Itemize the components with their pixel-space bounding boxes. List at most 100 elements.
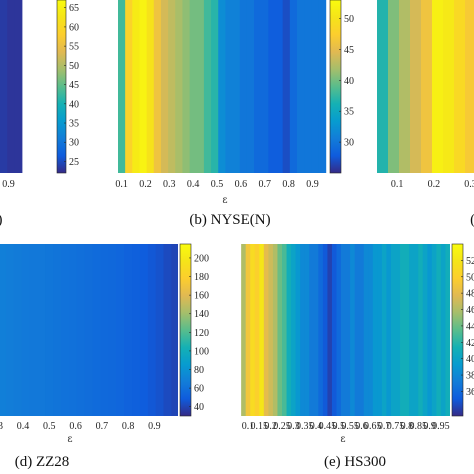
x-axis-label: ε [340, 434, 345, 445]
colorbar-tick-label: 65 [69, 3, 79, 14]
panel-caption: (b) NYSE(N) [189, 212, 270, 228]
panel-caption: (d) ZZ28 [15, 454, 70, 470]
colorbar [329, 0, 342, 174]
heatmap-column [372, 244, 378, 416]
x-tick-label: 0.3 [163, 179, 176, 190]
heatmap-column [182, 0, 191, 173]
heatmap-column [404, 244, 410, 416]
heatmap-column [345, 244, 351, 416]
heatmap-column [116, 244, 125, 416]
colorbar-tick-label: 25 [69, 157, 79, 168]
heatmap-column [300, 244, 306, 416]
colorbar-tick-label: 45 [344, 45, 354, 56]
heatmap-column [277, 244, 283, 416]
heatmap-column [160, 0, 169, 173]
x-tick-label: 0.4 [187, 179, 200, 190]
x-tick-label: 0.85 [409, 421, 427, 432]
heatmap-column [395, 244, 401, 416]
heatmap-column [163, 244, 173, 416]
heatmap-column [413, 244, 419, 416]
heatmap-column [118, 0, 126, 173]
heatmap-column [272, 244, 279, 416]
heatmap-column [354, 244, 360, 416]
heatmap-column [286, 244, 292, 416]
heatmap-column [7, 0, 16, 173]
panel-c: 0.1 0.2 0.3 (c [377, 0, 474, 228]
colorbar-tick-label: 40 [69, 99, 79, 110]
x-tick-label: 0.8 [122, 421, 135, 432]
panel-e: 0.10.150.20.250.30.350.40.450.50.550.60.… [241, 243, 474, 470]
heatmap-column [282, 0, 291, 173]
heatmap-column [432, 0, 444, 173]
heatmap-column [431, 244, 437, 416]
heatmap-column [409, 244, 415, 416]
colorbar-tick-label: 120 [194, 328, 209, 339]
heatmap-column [309, 244, 315, 416]
x-tick-label: 0.6 [235, 179, 248, 190]
heatmap-column [350, 244, 356, 416]
colorbar-tick-label: 46 [466, 305, 474, 316]
heatmap-column [318, 0, 327, 173]
x-tick-label: 0.2 [428, 179, 441, 190]
colorbar-tick-label: 55 [69, 42, 79, 53]
heatmap-column [296, 0, 305, 173]
heatmap-column [311, 0, 320, 173]
heatmap-column [29, 244, 39, 416]
colorbar-tick-label: 180 [194, 272, 209, 283]
heatmap-column [390, 244, 397, 416]
heatmap-column [108, 244, 117, 416]
x-tick-label: 0.3 [0, 421, 3, 432]
x-tick-label: 0.8 [401, 421, 414, 432]
colorbar-tick-label: 44 [466, 321, 474, 332]
x-tick-label: 0.7 [96, 421, 109, 432]
heatmap-column [189, 0, 198, 173]
x-tick-label: 0.25 [273, 421, 291, 432]
heatmap-column [5, 244, 15, 416]
x-tick-label: 0.9 [2, 179, 15, 190]
heatmap-column [327, 244, 333, 416]
colorbar [179, 243, 192, 417]
heatmap-column [445, 244, 450, 416]
heatmap-column [341, 244, 347, 416]
panel-d: 0.3 0.4 0.5 0.6 0.7 0.8 0.9 ε 40 60 80 100 120 140 160… [0, 243, 209, 470]
heatmap-column [45, 244, 54, 416]
heatmap-column [318, 244, 324, 416]
colorbar-tick-label: 52 [466, 256, 474, 267]
heatmap-column [0, 0, 8, 173]
heatmap-column [245, 244, 251, 416]
heatmap-cells [0, 0, 23, 173]
colorbar-tick-label: 40 [466, 354, 474, 365]
x-tick-label: 0.6 [69, 421, 82, 432]
heatmap-column [147, 244, 157, 416]
x-tick-label: 0.1 [115, 179, 128, 190]
colorbar-tick-label: 140 [194, 309, 209, 320]
x-tick-label: 0.2 [264, 421, 277, 432]
heatmap-column [381, 244, 388, 416]
x-tick-label: 0.3 [464, 179, 474, 190]
x-tick-label: 0.65 [364, 421, 382, 432]
heatmap-column [359, 244, 365, 416]
panel-caption: ) [0, 212, 3, 228]
heatmap-cells [0, 244, 178, 416]
heatmap-column [246, 0, 255, 173]
colorbar-tick-label: 35 [69, 119, 79, 130]
heatmap-column [268, 0, 277, 173]
heatmap-column [84, 244, 94, 416]
heatmap-column [291, 244, 297, 416]
heatmap-column [263, 244, 269, 416]
heatmap-cells [241, 244, 450, 416]
heatmap-column [418, 244, 424, 416]
heatmap-column [139, 0, 148, 173]
x-tick-label: 0.75 [387, 421, 405, 432]
heatmap-column [211, 0, 219, 173]
heatmap-column [427, 244, 433, 416]
colorbar-tick-label: 40 [344, 76, 354, 87]
heatmap-column [171, 244, 178, 416]
colorbar-tick-label: 38 [466, 371, 474, 382]
heatmap-column [76, 244, 86, 416]
heatmap-column [155, 244, 165, 416]
heatmap-column [422, 244, 428, 416]
heatmap-column [282, 244, 288, 416]
